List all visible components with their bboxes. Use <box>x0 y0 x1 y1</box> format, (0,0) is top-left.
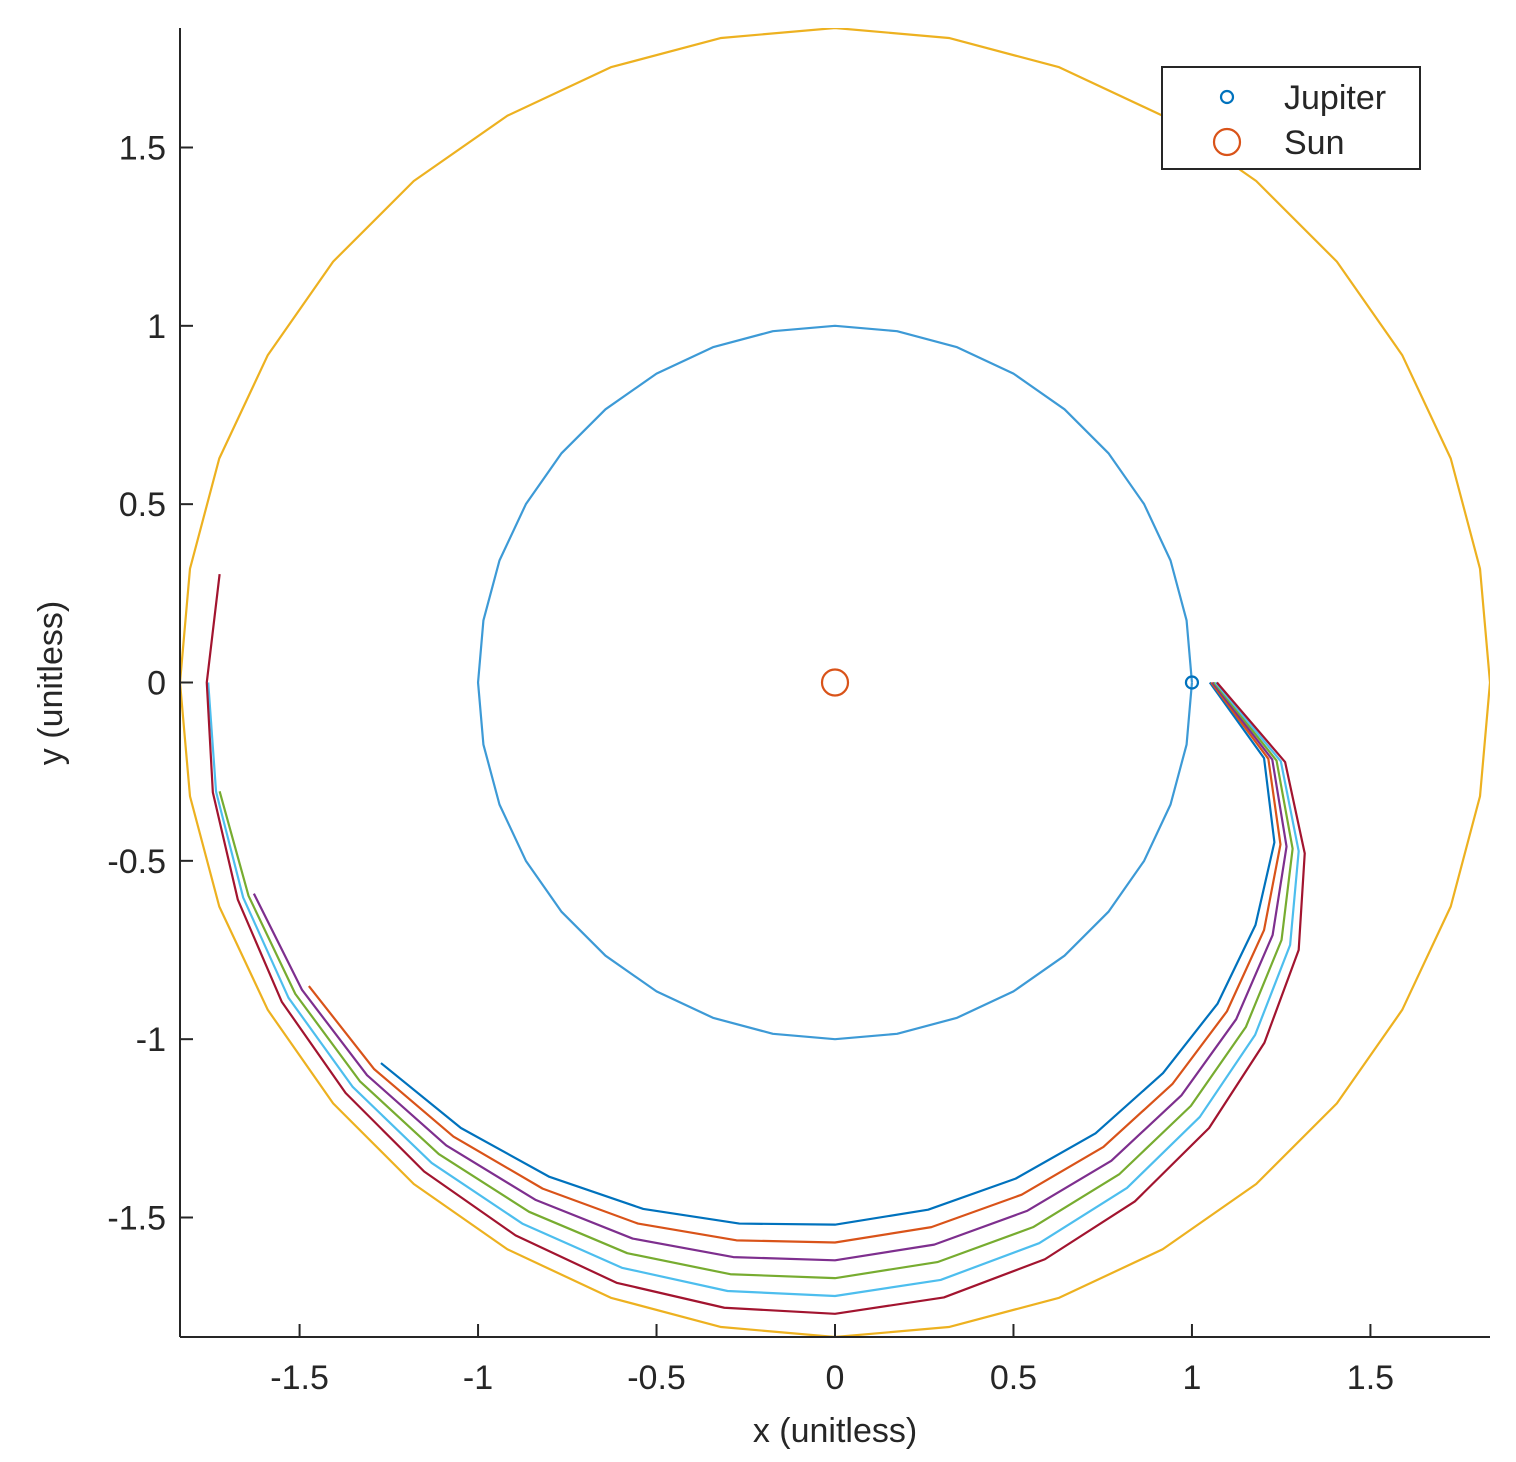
trajectory-line <box>307 681 1282 1244</box>
trajectory-line <box>218 681 1294 1280</box>
marker <box>820 668 850 697</box>
y-tick-label: -1.5 <box>107 1200 166 1238</box>
plot-area <box>180 28 1490 1337</box>
legend-marker <box>1212 127 1242 157</box>
x-tick-label: -1.5 <box>270 1359 329 1397</box>
legend-box <box>1161 66 1421 170</box>
y-tick-label: 1 <box>147 308 166 346</box>
trajectory-line <box>380 681 1276 1226</box>
legend: Jupiter Sun <box>1161 66 1421 170</box>
x-axis-label: x (unitless) <box>753 1412 917 1450</box>
trajectory-line <box>476 324 1194 1041</box>
x-tick-label: 0 <box>826 1359 845 1397</box>
y-axis-label: y (unitless) <box>32 601 70 765</box>
legend-label: Jupiter <box>1284 79 1386 117</box>
y-tick-label: 0 <box>147 665 166 703</box>
y-tick-label: 0.5 <box>119 486 166 524</box>
x-tick-label: -0.5 <box>627 1359 686 1397</box>
x-tick-label: 0.5 <box>990 1359 1037 1397</box>
x-tick-label: 1.5 <box>1347 1359 1394 1397</box>
x-tick-label: -1 <box>463 1359 493 1397</box>
y-tick-label: -1 <box>136 1021 166 1059</box>
trajectory-line <box>252 681 1288 1262</box>
y-tick-label: -0.5 <box>107 843 166 881</box>
legend-label: Sun <box>1284 124 1345 162</box>
trajectory-line <box>180 28 1490 1337</box>
legend-marker <box>1219 89 1235 105</box>
x-tick-label: 1 <box>1182 1359 1201 1397</box>
trajectory-line <box>205 573 1306 1315</box>
trajectory-line <box>207 681 1300 1298</box>
y-tick-label: 1.5 <box>119 129 166 167</box>
marker <box>1184 675 1200 690</box>
